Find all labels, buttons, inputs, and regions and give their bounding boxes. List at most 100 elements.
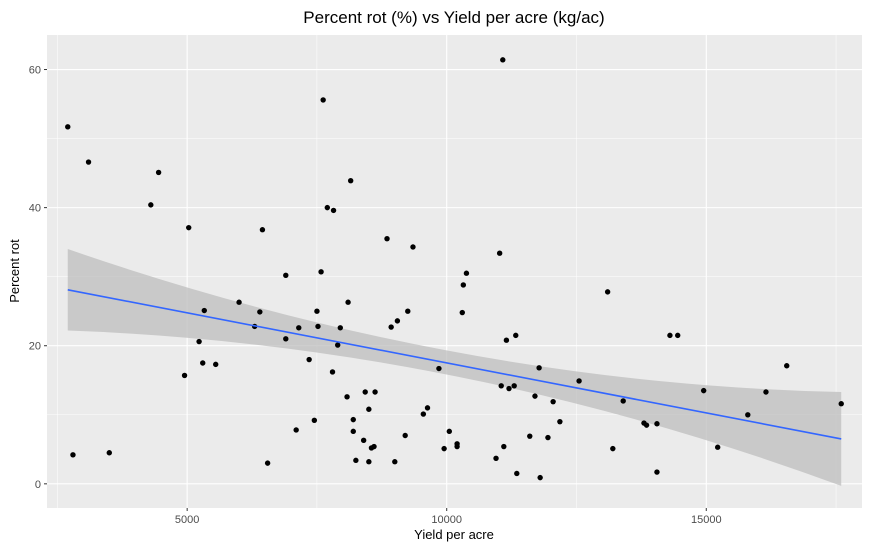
data-point — [388, 324, 394, 330]
y-tick-label: 40 — [29, 203, 41, 215]
data-point — [70, 452, 76, 458]
data-point — [324, 204, 331, 211]
data-point — [350, 416, 356, 423]
data-point — [610, 445, 616, 452]
data-point — [446, 428, 453, 435]
data-point — [201, 307, 207, 314]
data-point — [654, 469, 660, 475]
data-point — [620, 398, 626, 404]
data-point — [503, 337, 510, 343]
data-point — [604, 289, 611, 295]
data-point — [513, 332, 519, 339]
data-point — [392, 459, 398, 465]
data-point — [196, 338, 202, 345]
data-point — [306, 356, 312, 363]
data-point — [362, 389, 368, 395]
data-point — [314, 308, 320, 314]
data-point — [441, 445, 447, 452]
data-point — [283, 272, 289, 278]
data-point — [420, 411, 427, 417]
data-point — [293, 427, 299, 433]
data-point — [667, 332, 673, 339]
data-point — [283, 336, 289, 342]
trend-line — [67, 289, 842, 440]
y-axis-title: Percent rot — [7, 239, 22, 303]
data-point — [106, 450, 112, 456]
data-point — [213, 361, 219, 368]
data-point — [498, 383, 504, 389]
y-tick-label: 60 — [29, 65, 41, 77]
data-point — [345, 299, 351, 305]
data-point — [236, 299, 242, 305]
data-point — [366, 459, 372, 465]
data-point — [550, 398, 556, 405]
data-point — [186, 224, 192, 231]
data-point — [454, 441, 460, 447]
data-point — [65, 124, 71, 130]
data-point — [511, 383, 517, 389]
data-point — [318, 269, 324, 275]
data-point — [311, 417, 318, 424]
data-point — [527, 433, 533, 439]
data-point — [654, 421, 660, 427]
chart-title: Percent rot (%) vs Yield per acre (kg/ac… — [303, 8, 604, 27]
data-point — [532, 393, 538, 399]
data-point — [402, 432, 408, 439]
data-point — [148, 202, 154, 208]
data-point — [500, 57, 506, 63]
data-point — [360, 437, 367, 444]
data-point — [330, 207, 337, 214]
data-point — [347, 177, 354, 184]
data-point — [264, 460, 271, 466]
data-point — [675, 332, 681, 339]
data-point — [501, 443, 507, 450]
data-point — [537, 474, 543, 481]
data-point — [700, 387, 707, 394]
data-point — [643, 422, 650, 428]
x-tick-label: 10000 — [431, 514, 462, 526]
data-point — [344, 394, 350, 400]
data-point — [714, 444, 721, 450]
data-point — [576, 378, 582, 384]
data-point — [257, 309, 263, 315]
data-point — [460, 282, 467, 288]
data-point — [85, 159, 92, 165]
x-tick-label: 15000 — [691, 514, 722, 526]
data-point — [463, 270, 470, 276]
data-point — [315, 323, 321, 330]
data-point — [366, 406, 372, 412]
data-point — [337, 325, 343, 331]
data-point — [763, 389, 769, 395]
data-point — [557, 418, 563, 425]
data-point — [320, 97, 326, 103]
data-point — [459, 309, 465, 316]
data-point — [506, 385, 512, 392]
data-points — [65, 57, 844, 481]
axis-ticks: 5000 10000 15000 0 20 40 60 — [29, 65, 722, 526]
data-point — [296, 325, 302, 331]
data-point — [384, 236, 390, 242]
data-point — [181, 372, 188, 379]
data-point — [371, 443, 377, 450]
data-point — [410, 244, 416, 250]
data-point — [394, 318, 401, 324]
data-point — [436, 365, 442, 372]
data-point — [329, 369, 336, 375]
data-point — [405, 308, 411, 314]
data-point — [335, 342, 341, 348]
data-point — [838, 401, 844, 407]
data-point — [155, 169, 162, 176]
x-tick-label: 5000 — [175, 514, 199, 526]
x-axis-title: Yield per acre — [414, 527, 494, 542]
data-point — [496, 250, 503, 256]
data-point — [353, 457, 359, 464]
y-tick-label: 20 — [29, 341, 41, 353]
data-point — [514, 470, 520, 477]
data-point — [536, 365, 542, 371]
data-point — [745, 412, 751, 418]
data-point — [784, 363, 790, 369]
data-point — [350, 428, 356, 435]
data-point — [200, 360, 206, 366]
data-point — [493, 455, 499, 461]
